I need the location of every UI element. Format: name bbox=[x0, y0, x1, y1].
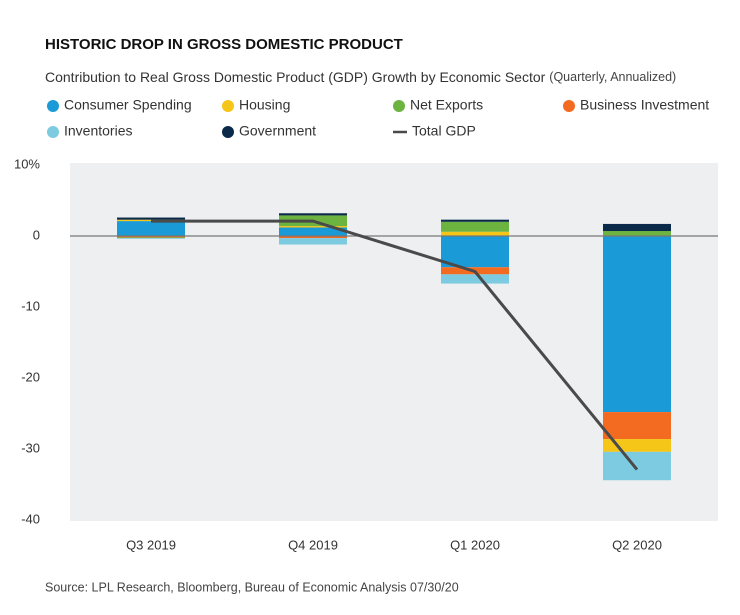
y-tick-label: -10 bbox=[21, 298, 40, 313]
bar-segment bbox=[441, 231, 509, 236]
bar-segment bbox=[603, 451, 671, 481]
bar-segment bbox=[279, 236, 347, 239]
x-tick-label: Q1 2020 bbox=[450, 537, 500, 552]
bar-segment bbox=[603, 236, 671, 413]
legend-marker bbox=[393, 100, 405, 112]
bar-segment bbox=[279, 226, 347, 228]
chart-title: HISTORIC DROP IN GROSS DOMESTIC PRODUCT bbox=[45, 36, 403, 53]
legend-label: Housing bbox=[239, 97, 290, 113]
legend-label: Total GDP bbox=[412, 123, 476, 139]
y-tick-label: -30 bbox=[21, 440, 40, 455]
legend-label: Inventories bbox=[64, 123, 132, 139]
subtitle: Contribution to Real Gross Domestic Prod… bbox=[45, 69, 546, 85]
legend-label: Business Investment bbox=[580, 97, 709, 113]
bar-segment bbox=[441, 274, 509, 284]
x-tick-label: Q2 2020 bbox=[612, 537, 662, 552]
legend-marker bbox=[47, 100, 59, 112]
bar-segment bbox=[441, 236, 509, 268]
bar-segment bbox=[279, 227, 347, 236]
y-tick-label: 10% bbox=[14, 156, 40, 171]
legend-label: Net Exports bbox=[410, 97, 483, 113]
bar-segment bbox=[441, 219, 509, 222]
bar-segment bbox=[117, 221, 185, 236]
y-tick-label: -20 bbox=[21, 369, 40, 384]
bar-segment bbox=[279, 213, 347, 216]
legend-label: Government bbox=[239, 123, 316, 139]
bar-segment bbox=[117, 238, 185, 239]
y-tick-label: 0 bbox=[33, 227, 40, 242]
chart-subtitle: Contribution to Real Gross Domestic Prod… bbox=[45, 69, 676, 85]
bar-segment bbox=[117, 236, 185, 238]
legend-marker bbox=[222, 100, 234, 112]
legend-marker bbox=[563, 100, 575, 112]
x-tick-label: Q3 2019 bbox=[126, 537, 176, 552]
bar-segment bbox=[441, 221, 509, 232]
bar-segment bbox=[603, 412, 671, 440]
subtitle-note: (Quarterly, Annualized) bbox=[549, 70, 676, 84]
x-tick-label: Q4 2019 bbox=[288, 537, 338, 552]
bar-segment bbox=[603, 223, 671, 232]
source: Source: LPL Research, Bloomberg, Bureau … bbox=[45, 580, 459, 594]
bar-segment bbox=[279, 238, 347, 245]
bar-segment bbox=[117, 237, 185, 239]
legend-marker bbox=[222, 126, 234, 138]
total-line bbox=[151, 219, 639, 471]
y-tick-label: -40 bbox=[21, 511, 40, 526]
bar-segment bbox=[603, 231, 671, 236]
legend-marker bbox=[47, 126, 59, 138]
bar-segment bbox=[117, 217, 185, 220]
legend-label: Consumer Spending bbox=[64, 97, 192, 113]
